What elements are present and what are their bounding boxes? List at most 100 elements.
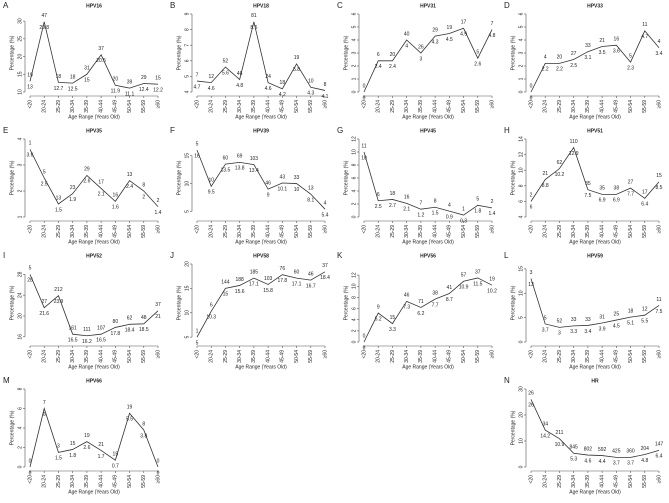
count-label: 31 (84, 66, 90, 72)
x-tick-label: ≥60 (155, 350, 161, 359)
x-tick-label: 45-49 (614, 475, 620, 488)
count-label: 211 (555, 430, 563, 436)
x-tick-label: 35-39 (418, 350, 424, 363)
value-label: 4.3 (307, 91, 314, 97)
panel-letter: J (170, 251, 174, 260)
x-tick-label: 25-29 (390, 225, 396, 238)
y-tick-label: 6 (518, 200, 524, 203)
value-label: 29.8 (39, 25, 49, 31)
count-label: 52 (557, 319, 563, 325)
y-tick-label: 2 (351, 202, 357, 205)
value-label: 3.8 (140, 433, 147, 439)
value-label: 1.4 (155, 210, 162, 216)
y-axis-label: Percentage (%) (510, 410, 516, 445)
x-axis-label: Age Range (Years Old) (68, 364, 120, 370)
count-label: 18 (390, 191, 396, 197)
value-label: 28 (27, 278, 33, 284)
y-axis-label: Percentage (%) (9, 160, 15, 195)
value-label: 0 (530, 95, 533, 101)
x-tick-label: 55-59 (141, 225, 147, 238)
count-label: 15 (390, 315, 396, 321)
value-label: 5 (196, 340, 199, 346)
value-label: 21.6 (39, 311, 49, 317)
count-label: 11 (642, 22, 647, 28)
count-label: 5 (629, 53, 632, 59)
x-axis-label: Age Range (Years Old) (235, 114, 287, 120)
value-label: 4.6 (265, 86, 272, 92)
x-tick-label: 35-39 (251, 100, 257, 113)
y-tick-label: 9 (184, 12, 190, 15)
count-label: 144 (221, 280, 230, 286)
x-axis-label: Age Range (Years Old) (402, 364, 454, 370)
count-label: 76 (280, 266, 286, 272)
x-tick-label: <20 (27, 100, 33, 109)
count-label: 8 (434, 199, 437, 205)
x-tick-label: ≥60 (656, 100, 662, 109)
x-tick-label: 40-44 (265, 225, 271, 238)
y-tick-label: 15 (17, 71, 23, 77)
line (363, 151, 493, 216)
x-axis-label: Age Range (Years Old) (235, 364, 287, 370)
x-tick-label: <20 (528, 350, 534, 359)
x-tick-label: ≥60 (322, 100, 328, 109)
y-tick-label: 16 (17, 334, 23, 340)
count-label: 31 (599, 314, 605, 320)
y-tick-label: 10 (518, 438, 524, 444)
count-label: 13 (308, 185, 314, 191)
value-label: 6 (43, 412, 46, 418)
count-label: 1 (196, 328, 199, 334)
y-tick-label: 30 (518, 386, 524, 392)
panel-title: HR (591, 378, 599, 384)
x-tick-label: 30-34 (571, 475, 577, 488)
x-tick-label: 20-24 (376, 100, 382, 113)
value-label: 2.1 (98, 192, 105, 198)
x-tick-label: 30-34 (237, 225, 243, 238)
count-label: 62 (557, 160, 563, 166)
y-axis-label: Percentage (%) (343, 285, 349, 320)
x-tick-label: 20-24 (209, 225, 215, 238)
x-tick-label: 50-54 (294, 225, 300, 238)
value-label: 10 (361, 155, 367, 161)
value-label: 0 (363, 95, 366, 101)
x-axis-label: Age Range (Years Old) (68, 239, 120, 245)
count-label: 17 (98, 180, 104, 186)
count-label: 48 (141, 315, 147, 321)
x-tick-label: 20-24 (376, 350, 382, 363)
count-label: 11 (361, 143, 366, 149)
value-label: 18.4 (320, 275, 330, 281)
value-label: 0 (29, 470, 32, 476)
count-label: 7 (196, 72, 199, 78)
value-label: 18.5 (139, 327, 149, 333)
x-tick-label: 35-39 (84, 475, 90, 488)
panel-title: HPV56 (420, 253, 436, 259)
y-tick-label: 28 (17, 271, 23, 277)
count-label: 204 (641, 446, 650, 452)
line (29, 21, 159, 89)
count-label: 0 (363, 83, 366, 89)
value-label: 1.7 (98, 454, 105, 460)
count-label: 0 (29, 458, 32, 464)
value-label: 12.2 (153, 88, 163, 94)
value-label: 3.6 (613, 49, 620, 55)
value-label: 6.4 (656, 454, 663, 460)
value-label: 4.9 (460, 32, 467, 38)
y-tick-label: 10 (17, 89, 23, 95)
count-label: 25 (614, 311, 620, 317)
x-tick-label: ≥60 (489, 350, 495, 359)
count-label: 111 (83, 327, 91, 333)
y-axis-label: Percentage (%) (343, 160, 349, 195)
panel-letter: B (170, 1, 175, 10)
value-label: 6.2 (417, 311, 424, 317)
x-tick-label: 40-44 (432, 225, 438, 238)
x-tick-label: 45-49 (113, 475, 119, 488)
value-label: 8.5 (656, 185, 663, 191)
x-tick-label: 55-59 (642, 475, 648, 488)
value-label: 15 (84, 78, 90, 84)
x-tick-label: <20 (361, 100, 367, 109)
x-tick-label: 20-24 (209, 350, 215, 363)
count-label: 188 (235, 277, 244, 283)
panel-letter: G (337, 126, 343, 135)
count-label: 8 (142, 182, 145, 188)
count-label: 7 (43, 400, 46, 406)
